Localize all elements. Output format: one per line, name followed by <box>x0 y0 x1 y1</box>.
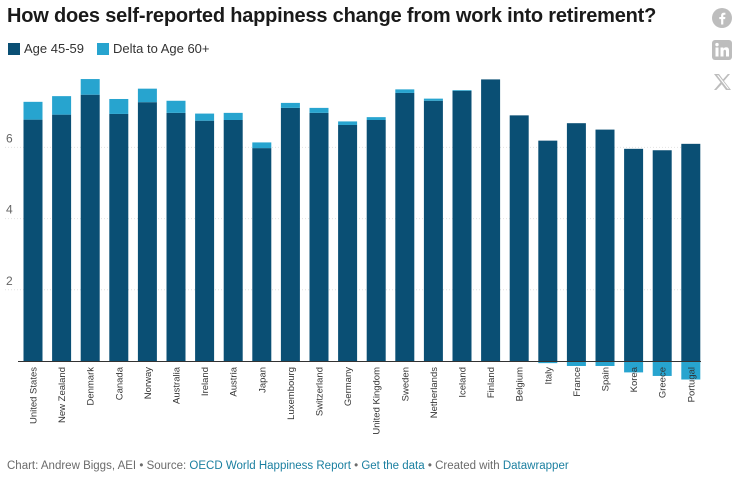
bar-age-45-59 <box>624 148 644 361</box>
bar-age-45-59 <box>366 119 386 361</box>
x-tick-label: Iceland <box>458 367 469 398</box>
x-tick-label: United Kingdom <box>372 367 383 435</box>
bar-delta-to-age-60 <box>395 89 415 93</box>
bar-age-45-59 <box>452 90 472 362</box>
bar-delta-to-age-60 <box>566 361 586 366</box>
x-tick-label: Germany <box>343 367 354 406</box>
y-tick-label: 4 <box>6 203 13 217</box>
bar-delta-to-age-60 <box>538 361 558 364</box>
bar-delta-to-age-60 <box>52 96 72 115</box>
bar-chart: 2 4 6 United States New Zealand Denmark Canada… <box>5 79 701 435</box>
bar-delta-to-age-60 <box>166 100 186 113</box>
bar-delta-to-age-60 <box>366 117 386 120</box>
x-tick-label: Switzerland <box>315 367 326 416</box>
x-icon <box>714 74 731 90</box>
x-tick-label: Belgium <box>515 367 526 401</box>
x-tick-label: Norway <box>143 367 154 399</box>
bar-delta-to-age-60 <box>109 98 129 114</box>
bar-age-45-59 <box>538 140 558 361</box>
bar-age-45-59 <box>80 94 100 361</box>
bar-delta-to-age-60 <box>80 79 100 95</box>
bar-delta-to-age-60 <box>595 361 615 366</box>
source-link[interactable]: OECD World Happiness Report <box>189 460 351 472</box>
bar-age-45-59 <box>395 92 415 361</box>
footer-separator: • <box>139 460 144 472</box>
x-tick-label: Finland <box>486 367 497 398</box>
footer-separator: • <box>427 460 432 472</box>
footer-separator: • <box>354 460 359 472</box>
x-tick-label: Luxembourg <box>286 367 297 420</box>
bar-delta-to-age-60 <box>280 102 300 108</box>
x-tick-label: Austria <box>229 366 240 396</box>
x-tick-label: France <box>572 367 583 397</box>
linkedin-share-button[interactable] <box>711 39 733 61</box>
bar-delta-to-age-60 <box>624 361 644 373</box>
bar-age-45-59 <box>109 113 129 361</box>
x-tick-label: Korea <box>629 366 640 392</box>
y-tick-label: 6 <box>6 131 13 145</box>
bar-age-45-59 <box>166 112 186 361</box>
bar-delta-to-age-60 <box>195 113 215 121</box>
bar-delta-to-age-60 <box>137 88 157 103</box>
x-tick-label: Greece <box>658 367 669 398</box>
bar-delta-to-age-60 <box>223 112 243 120</box>
y-tick-label: 2 <box>6 274 13 288</box>
bar-age-45-59 <box>223 119 243 361</box>
bar-age-45-59 <box>309 112 329 361</box>
bar-delta-to-age-60 <box>338 121 358 125</box>
x-tick-label: Canada <box>114 366 125 400</box>
bar-age-45-59 <box>509 115 529 361</box>
x-tick-label: United States <box>29 367 40 424</box>
x-tick-label: Sweden <box>400 367 411 401</box>
footer-source-label: Source: <box>146 460 187 472</box>
x-tick-label: Japan <box>257 367 268 393</box>
chart-legend: Age 45-59 Delta to Age 60+ <box>8 41 223 56</box>
bar-age-45-59 <box>481 79 501 362</box>
bar-delta-to-age-60 <box>252 142 272 149</box>
linkedin-icon <box>712 40 732 60</box>
x-share-button[interactable] <box>711 71 733 93</box>
bar-delta-to-age-60 <box>309 107 329 113</box>
legend-swatch-age-45-59 <box>8 42 20 55</box>
legend-swatch-delta-to-age-60 <box>97 42 109 55</box>
bar-delta-to-age-60 <box>23 101 43 120</box>
x-tick-label: Denmark <box>86 367 97 406</box>
bar-delta-to-age-60 <box>681 361 701 380</box>
x-tick-label: Ireland <box>200 367 211 396</box>
footer-created-label: Created with <box>435 460 500 472</box>
bar-age-45-59 <box>338 124 358 361</box>
footer-credit: Chart: Andrew Biggs, AEI <box>7 460 137 472</box>
chart-title: How does self-reported happiness change … <box>7 5 657 27</box>
bar-delta-to-age-60 <box>652 361 672 376</box>
x-tick-label: New Zealand <box>57 367 68 423</box>
bar-age-45-59 <box>52 114 72 361</box>
bar-delta-to-age-60 <box>452 90 472 91</box>
bar-age-45-59 <box>252 148 272 361</box>
bar-age-45-59 <box>423 100 443 361</box>
x-tick-label: Portugal <box>686 367 697 402</box>
bar-age-45-59 <box>195 120 215 361</box>
bar-age-45-59 <box>280 107 300 361</box>
facebook-icon <box>712 8 732 28</box>
legend-label-age-45-59: Age 45-59 <box>24 41 84 56</box>
legend-label-delta-to-age-60: Delta to Age 60+ <box>113 41 210 56</box>
bar-age-45-59 <box>595 129 615 361</box>
bar-age-45-59 <box>681 143 701 361</box>
x-tick-label: Australia <box>172 366 183 404</box>
bar-age-45-59 <box>23 119 43 362</box>
datawrapper-link[interactable]: Datawrapper <box>502 460 569 472</box>
x-tick-label: Netherlands <box>429 367 440 418</box>
bar-age-45-59 <box>566 123 586 361</box>
legend-item-delta-to-age-60: Delta to Age 60+ <box>97 41 210 56</box>
facebook-share-button[interactable] <box>711 7 733 29</box>
get-data-link[interactable]: Get the data <box>361 460 425 472</box>
bar-delta-to-age-60 <box>423 98 443 101</box>
chart-footer: Chart: Andrew Biggs, AEI • Source: OECD … <box>7 460 569 472</box>
bar-age-45-59 <box>137 102 157 362</box>
x-tick-label: Spain <box>601 367 612 391</box>
legend-item-age-45-59: Age 45-59 <box>8 41 84 56</box>
bar-age-45-59 <box>652 150 672 361</box>
x-tick-label: Italy <box>543 367 554 385</box>
